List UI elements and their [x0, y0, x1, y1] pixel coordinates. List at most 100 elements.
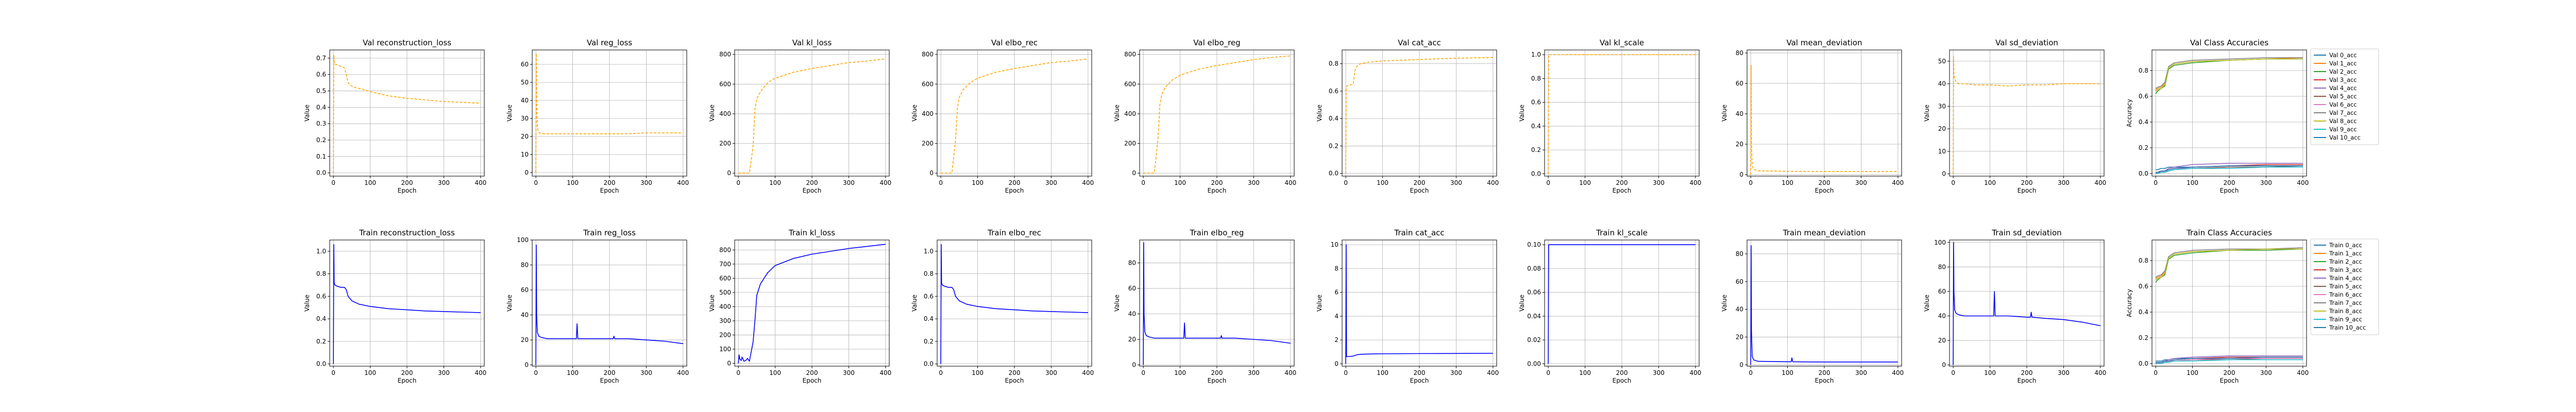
x-tick-label: 400	[1689, 369, 1701, 376]
x-tick-label: 100	[2187, 369, 2198, 376]
y-axis-label: Value	[303, 105, 311, 122]
x-axis-label: Epoch	[2018, 187, 2037, 194]
series-line-train-elbo-rec-0	[940, 244, 1088, 364]
y-tick-label: 0.0	[2139, 170, 2148, 177]
y-axis-label: Value	[1518, 105, 1526, 122]
x-axis-label: Epoch	[1005, 187, 1024, 194]
x-tick-label: 200	[1211, 179, 1223, 186]
series-line-train-9-acc	[2156, 359, 2303, 364]
x-tick-label: 200	[2021, 179, 2033, 186]
y-tick-label: 0.0	[1329, 170, 1338, 177]
series-line-val-mean-deviation-0	[1750, 64, 1898, 175]
x-tick-label: 0	[1951, 179, 1955, 186]
x-axis-label: Epoch	[1815, 377, 1834, 384]
y-tick-label: 300	[719, 317, 731, 324]
x-tick-label: 400	[474, 179, 486, 186]
x-tick-label: 100	[1174, 179, 1186, 186]
legend-entry: Train 8_acc	[2329, 307, 2362, 315]
gridlines	[1140, 50, 1294, 176]
panel-train-class-accuracies: 0 100 200 300 400 0.0 0.2 0.4 0.6 0.8 Train Class …	[2126, 228, 2379, 384]
y-tick-label: 0.6	[1531, 99, 1541, 106]
gridlines	[937, 240, 1092, 366]
x-tick-label: 0	[331, 369, 335, 376]
y-axis-label: Value	[911, 105, 918, 122]
panel-title: Train Class Accuracies	[2186, 228, 2272, 237]
y-axis-label: Value	[708, 105, 716, 122]
y-tick-label: 800	[719, 246, 731, 253]
y-tick-label: 0.04	[1527, 313, 1541, 320]
panel-val-mean-deviation: 0 100 200 300 400 0 20 40 60 80 Val mean_deviation…	[1721, 38, 1904, 194]
legend-entry: Train 6_acc	[2329, 291, 2362, 298]
y-tick-label: 0.4	[2139, 308, 2148, 316]
x-tick-label: 400	[1689, 179, 1701, 186]
y-tick-label: 400	[719, 303, 731, 310]
gridlines	[735, 50, 889, 176]
x-tick-label: 0	[1344, 179, 1348, 186]
x-tick-label: 100	[364, 179, 376, 186]
gridlines	[1545, 50, 1699, 176]
gridlines	[1747, 240, 1902, 366]
legend-entry: Train 10_acc	[2329, 324, 2366, 331]
y-tick-label: 80	[1736, 49, 1743, 57]
x-tick-label: 100	[2187, 179, 2198, 186]
y-tick-label: 0.4	[2139, 118, 2148, 126]
y-tick-label: 8	[1334, 265, 1338, 272]
y-tick-label: 0.0	[316, 360, 326, 368]
series-line-val-sd-deviation-0	[1953, 56, 2100, 174]
y-axis-label: Value	[506, 105, 513, 122]
legend-entry: Val 4_acc	[2329, 84, 2357, 92]
x-tick-label: 100	[364, 369, 376, 376]
panel-title: Val kl_loss	[792, 38, 832, 48]
series-line-train-cat-acc-0	[1345, 244, 1493, 364]
series-line-val-7-acc	[2155, 57, 2303, 89]
panel-train-kl-loss: 0 100 200 300 400 0 100 200 300 400 500 600 700 800 Tr…	[708, 228, 891, 384]
x-tick-label: 300	[640, 369, 652, 376]
y-axis-label: Value	[303, 295, 311, 312]
panel-train-mean-deviation: 0 100 200 300 400 0 20 40 60 80 Train mean_deviati…	[1721, 228, 1904, 384]
series-line-train-6-acc	[2156, 358, 2303, 364]
y-tick-label: 4	[1334, 313, 1338, 320]
x-tick-label: 300	[438, 369, 450, 376]
gridlines	[1342, 240, 1497, 366]
panel-title: Val sd_deviation	[1995, 38, 2058, 48]
x-tick-label: 200	[2021, 369, 2033, 376]
y-axis-label: Value	[1721, 295, 1728, 312]
x-tick-label: 400	[1284, 369, 1296, 376]
panel-val-class-accuracies: 0 100 200 300 400 0.0 0.2 0.4 0.6 0.8 Val Class Ac…	[2126, 38, 2379, 194]
y-tick-label: 0.4	[1531, 123, 1541, 130]
panel-title: Train reg_loss	[583, 228, 636, 238]
x-axis-label: Epoch	[1815, 187, 1834, 194]
panel-title: Val mean_deviation	[1787, 38, 1862, 48]
y-tick-label: 400	[922, 110, 934, 117]
x-tick-label: 400	[677, 369, 689, 376]
series-group	[2155, 247, 2303, 364]
y-tick-label: 700	[719, 261, 731, 268]
series-line-val-elbo-rec-0	[941, 58, 1088, 174]
x-tick-label: 100	[1579, 369, 1591, 376]
panel-train-sd-deviation: 0 100 200 300 400 0 20 40 60 80 100 Train sd_deviat…	[1923, 228, 2106, 384]
x-tick-label: 100	[1174, 369, 1186, 376]
legend-box	[2310, 238, 2379, 335]
x-tick-label: 400	[2297, 179, 2309, 186]
legend-entry: Val 10_acc	[2329, 134, 2361, 141]
y-tick-label: 0	[1942, 362, 1946, 369]
x-tick-label: 0	[1749, 369, 1753, 376]
y-tick-label: 0.00	[1527, 360, 1541, 367]
panel-train-reconstruction-loss: 0 100 200 300 400 0.0 0.2 0.4 0.6 0.8 1.0 Train rec…	[303, 228, 486, 384]
y-tick-label: 0.4	[924, 315, 934, 322]
y-tick-label: 0.0	[924, 360, 934, 368]
panel-train-kl-scale: 0 100 200 300 400 0.00 0.02 0.04 0.06 0.08 0.10 Tra…	[1518, 228, 1701, 384]
y-axis-label: Value	[1113, 295, 1121, 312]
x-tick-label: 400	[677, 179, 689, 186]
y-axis-label: Value	[1721, 105, 1728, 122]
y-tick-label: 80	[1736, 250, 1743, 258]
x-axis-label: Epoch	[2220, 377, 2239, 384]
x-tick-label: 0	[939, 179, 943, 186]
x-tick-label: 300	[1248, 369, 1260, 376]
y-tick-label: 0.2	[1329, 142, 1338, 149]
y-axis-label: Value	[1923, 295, 1930, 312]
x-tick-label: 200	[2224, 369, 2235, 376]
x-tick-label: 300	[1450, 369, 1462, 376]
series-group	[1143, 242, 1291, 365]
panel-title: Train elbo_rec	[987, 228, 1041, 238]
